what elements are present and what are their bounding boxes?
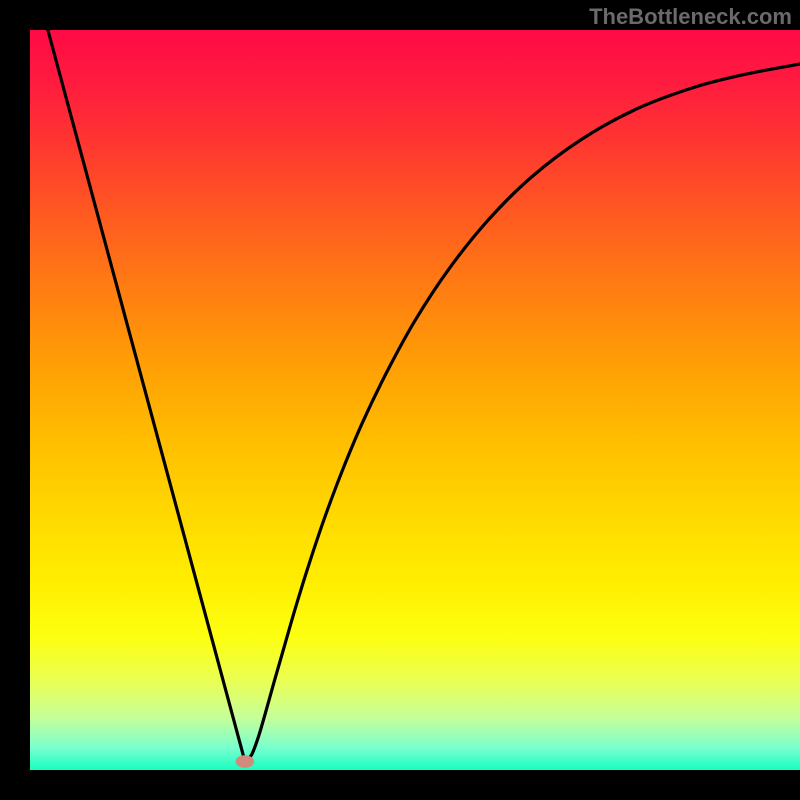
plot-area [30,30,800,770]
min-marker [236,755,254,768]
bottleneck-chart: TheBottleneck.com [0,0,800,800]
gradient-background [30,30,800,770]
chart-svg [30,30,800,770]
watermark-text: TheBottleneck.com [589,4,792,30]
